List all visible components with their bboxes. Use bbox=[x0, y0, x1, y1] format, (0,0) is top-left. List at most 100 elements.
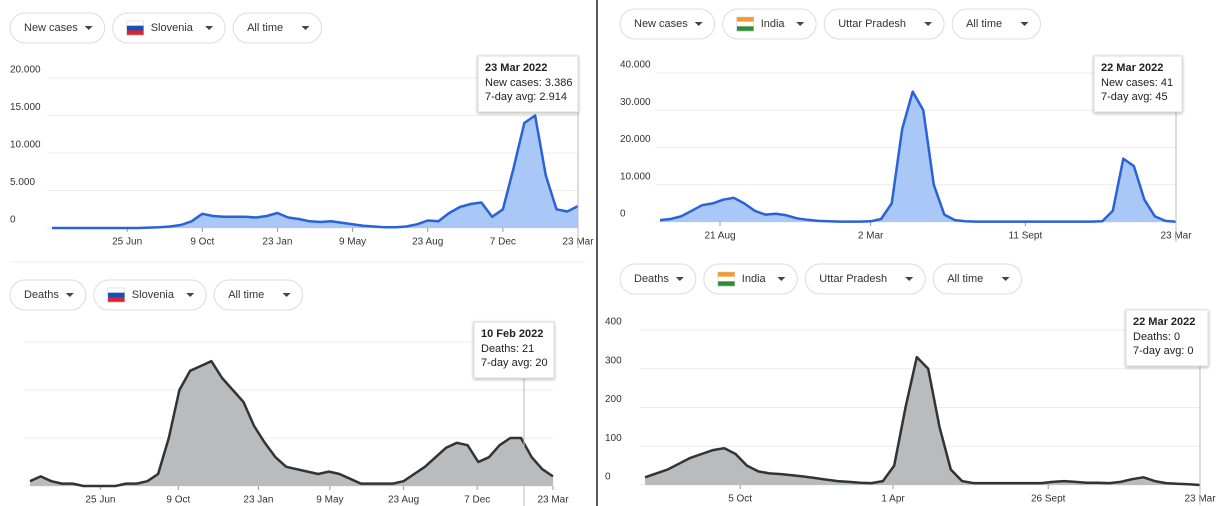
tooltip-title: 10 Feb 2022 bbox=[481, 328, 543, 340]
tooltip-title: 22 Mar 2022 bbox=[1101, 62, 1163, 74]
chart: New cases India Uttar Pradesh All time 0 10.0… bbox=[619, 8, 1192, 242]
tooltip-line: Deaths: 21 bbox=[481, 343, 534, 355]
tooltip: 10 Feb 2022 Deaths: 21 7-day avg: 20 bbox=[473, 321, 555, 379]
tooltip-title: 23 Mar 2022 bbox=[485, 62, 547, 74]
chip-caret bbox=[65, 293, 74, 297]
chip-outline bbox=[112, 12, 226, 44]
y-tick-label: 0 bbox=[605, 472, 611, 483]
y-tick-label: 10.000 bbox=[10, 140, 41, 151]
chip-caret bbox=[84, 26, 93, 30]
chip-label: India bbox=[761, 18, 786, 30]
dropdown-chip[interactable]: India bbox=[703, 263, 798, 295]
tooltip-line: New cases: 41 bbox=[1101, 77, 1173, 89]
tooltip-box bbox=[1093, 55, 1183, 113]
x-tick-label: 23 Aug bbox=[388, 495, 419, 506]
y-tick-label: 15.000 bbox=[10, 102, 41, 113]
x-tick-label: 23 Jan bbox=[262, 237, 292, 248]
tooltip: 23 Mar 2022 New cases: 3.386 7-day avg: 2.… bbox=[477, 55, 579, 113]
line bbox=[644, 355, 1201, 487]
dropdown-chip[interactable]: Uttar Pradesh bbox=[804, 263, 926, 295]
dropdown-chip[interactable]: Slovenia bbox=[93, 279, 207, 311]
flag-stripe bbox=[126, 25, 144, 31]
dropdown-chip[interactable]: New cases bbox=[619, 8, 716, 40]
flag-stripe bbox=[717, 276, 735, 282]
chip-caret bbox=[1001, 277, 1010, 281]
tooltip-box bbox=[473, 321, 555, 379]
y-tick-label: 400 bbox=[605, 317, 622, 328]
dropdown-chip[interactable]: All time bbox=[951, 8, 1041, 40]
dropdown-chip[interactable]: All time bbox=[232, 12, 323, 44]
dropdown-chip[interactable]: New cases bbox=[9, 12, 106, 44]
chip-label: All time bbox=[947, 273, 983, 285]
dropdown-chip[interactable]: India bbox=[722, 8, 817, 40]
chip-outline bbox=[932, 263, 1023, 295]
tooltip-line: 7-day avg: 20 bbox=[481, 357, 548, 369]
flag-border bbox=[736, 16, 754, 32]
chip-caret bbox=[186, 293, 195, 297]
dropdown-chip[interactable]: Deaths bbox=[9, 279, 87, 311]
tooltip: 22 Mar 2022 Deaths: 0 7-day avg: 0 bbox=[1125, 309, 1209, 367]
chip-caret bbox=[924, 22, 933, 26]
chip-label: All time bbox=[247, 22, 283, 34]
tooltip-line: 7-day avg: 2.914 bbox=[485, 91, 567, 103]
chip-label: New cases bbox=[634, 18, 688, 30]
x-tick-label: 1 Apr bbox=[881, 494, 905, 505]
chip-outline bbox=[703, 263, 798, 295]
chip-label: Deaths bbox=[634, 273, 669, 285]
chip-caret bbox=[301, 26, 310, 30]
y-tick-label: 30.000 bbox=[620, 97, 651, 108]
y-tick-label: 200 bbox=[605, 394, 622, 405]
chip-caret bbox=[1020, 22, 1029, 26]
tooltip-title: 22 Mar 2022 bbox=[1133, 316, 1195, 328]
flag-border bbox=[107, 287, 126, 303]
chip-caret bbox=[675, 277, 684, 281]
y-tick-label: 20.000 bbox=[620, 134, 651, 145]
x-tick-label: 2 Mar bbox=[858, 231, 884, 242]
x-tick-label: 9 May bbox=[316, 495, 343, 506]
x-tick-label: 9 Oct bbox=[166, 495, 190, 506]
x-tick-label: 26 Sept bbox=[1031, 494, 1066, 505]
chart: Deaths India Uttar Pradesh All time 0 100 200 3… bbox=[605, 263, 1216, 505]
flag-stripe bbox=[107, 288, 125, 293]
flag-stripe bbox=[107, 297, 125, 303]
x-tick-label: 23 Mar bbox=[537, 495, 569, 506]
dropdown-chip[interactable]: All time bbox=[932, 263, 1023, 295]
tooltip-line: 7-day avg: 45 bbox=[1101, 91, 1168, 103]
chart: New cases Slovenia All time 0 5.000 10.000 15.… bbox=[9, 12, 594, 248]
chip-label: Deaths bbox=[24, 289, 59, 301]
flag-stripe bbox=[736, 17, 754, 22]
x-tick-label: 7 Dec bbox=[490, 237, 516, 248]
y-tick-label: 0 bbox=[620, 209, 626, 220]
flag-stripe bbox=[126, 30, 144, 36]
flag-stripe bbox=[126, 21, 144, 26]
flag-stripe bbox=[717, 281, 735, 287]
y-tick-label: 40.000 bbox=[620, 60, 651, 71]
chip-label: All time bbox=[966, 18, 1002, 30]
chip-outline bbox=[619, 263, 697, 295]
chip-outline bbox=[93, 279, 207, 311]
chip-label: Uttar Pradesh bbox=[819, 273, 887, 285]
line bbox=[659, 90, 1177, 224]
line bbox=[29, 359, 554, 488]
dropdown-chip[interactable]: Uttar Pradesh bbox=[823, 8, 945, 40]
tooltip-line: 7-day avg: 0 bbox=[1133, 345, 1194, 357]
dropdown-chip[interactable]: All time bbox=[213, 279, 304, 311]
chip-label: Slovenia bbox=[151, 22, 194, 34]
x-tick-label: 25 Jun bbox=[85, 495, 115, 506]
y-tick-label: 0 bbox=[10, 215, 16, 226]
chip-caret bbox=[796, 22, 805, 26]
x-tick-label: 9 May bbox=[339, 237, 366, 248]
area bbox=[660, 91, 1176, 222]
tooltip-line: Deaths: 0 bbox=[1133, 331, 1180, 343]
dropdown-chip[interactable]: Deaths bbox=[619, 263, 697, 295]
flag-border bbox=[717, 271, 736, 287]
tooltip: 22 Mar 2022 New cases: 41 7-day avg: 45 bbox=[1093, 55, 1183, 113]
x-tick-label: 23 Jan bbox=[243, 495, 273, 506]
y-tick-label: 100 bbox=[605, 433, 622, 444]
chip-outline bbox=[823, 8, 945, 40]
chip-outline bbox=[9, 279, 87, 311]
chip-outline bbox=[722, 8, 817, 40]
dropdown-chip[interactable]: Slovenia bbox=[112, 12, 226, 44]
